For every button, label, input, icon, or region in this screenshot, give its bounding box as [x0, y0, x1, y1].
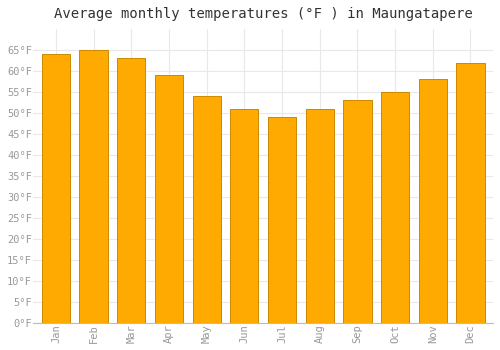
Bar: [192, 96, 221, 323]
Bar: [80, 50, 108, 323]
Bar: [117, 58, 145, 323]
Bar: [344, 100, 371, 323]
Bar: [456, 63, 484, 323]
Bar: [42, 54, 70, 323]
Title: Average monthly temperatures (°F ) in Maungatapere: Average monthly temperatures (°F ) in Ma…: [54, 7, 472, 21]
Bar: [155, 75, 183, 323]
Bar: [381, 92, 409, 323]
Bar: [306, 109, 334, 323]
Bar: [230, 109, 258, 323]
Bar: [268, 117, 296, 323]
Bar: [418, 79, 447, 323]
